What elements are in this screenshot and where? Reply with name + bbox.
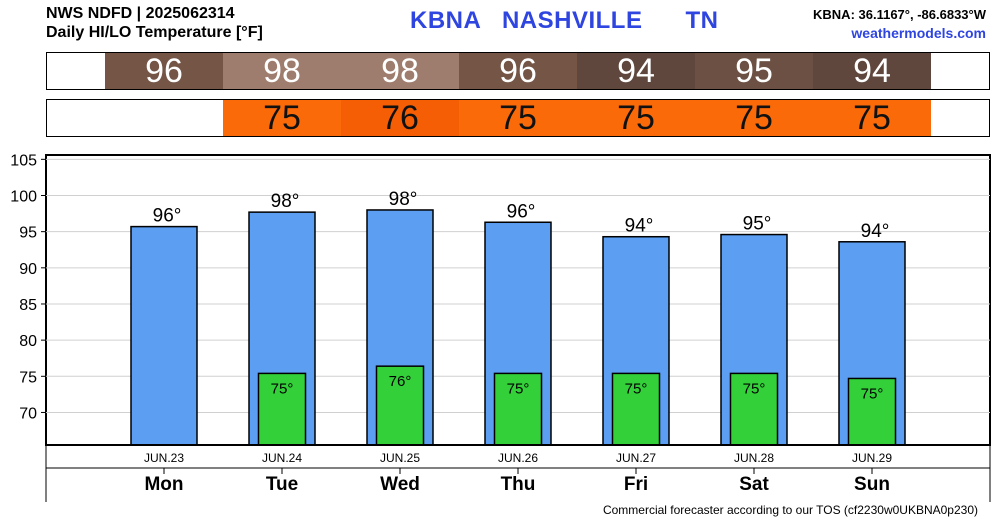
- hi-cell-thu: 96: [459, 52, 577, 90]
- x-date-label: JUN.23: [144, 451, 184, 465]
- y-tick-label: 80: [19, 333, 37, 350]
- low-temp-bar: [493, 372, 543, 446]
- lo-cell-sat: 75: [695, 99, 813, 137]
- x-weekday-label: Sat: [739, 474, 769, 495]
- low-temp-label: 75°: [625, 380, 648, 397]
- product-subtitle: Daily HI/LO Temperature [°F]: [46, 24, 263, 41]
- high-temp-bar: [130, 225, 198, 446]
- x-weekday-label: Fri: [624, 474, 648, 495]
- x-date-label: JUN.28: [734, 451, 774, 465]
- hi-cell-mon: 96: [105, 52, 223, 90]
- high-temp-strip: 96 98 98 96 94 95 94: [46, 52, 990, 90]
- product-title: NWS NDFD | 2025062314: [46, 5, 235, 22]
- x-date-label: JUN.25: [380, 451, 420, 465]
- y-tick-label: 95: [19, 225, 37, 242]
- x-weekday-label: Mon: [144, 474, 183, 495]
- x-weekday-label: Tue: [266, 474, 298, 495]
- site-link[interactable]: weathermodels.com: [851, 25, 986, 41]
- high-temp-label: 94°: [861, 221, 890, 242]
- chart-header-left: NWS NDFD | 2025062314 Daily HI/LO Temper…: [46, 4, 263, 42]
- low-temp-strip: 75 76 75 75 75 75: [46, 99, 990, 137]
- lo-cell-wed: 76: [341, 99, 459, 137]
- x-date-label: JUN.26: [498, 451, 538, 465]
- y-tick-label: 85: [19, 297, 37, 314]
- x-weekday-label: Wed: [380, 474, 420, 495]
- y-tick-label: 100: [10, 188, 37, 205]
- hi-cell-sun: 94: [813, 52, 931, 90]
- high-temp-label: 95°: [743, 214, 772, 235]
- high-temp-label: 98°: [271, 191, 300, 212]
- lo-cell-thu: 75: [459, 99, 577, 137]
- y-tick-label: 90: [19, 261, 37, 278]
- low-temp-label: 75°: [271, 380, 294, 397]
- chart-header-right: KBNA: 36.1167°, -86.6833°W weathermodels…: [813, 5, 986, 43]
- y-tick-label: 70: [19, 405, 37, 422]
- y-tick-label: 75: [19, 369, 37, 386]
- temperature-bar-chart: 70 75 80 85 90 95 100 105 96° 98° 98° 96° 94° 95° 94° 7…: [10, 152, 991, 502]
- lo-cell-fri: 75: [577, 99, 695, 137]
- low-temp-bar: [729, 372, 779, 446]
- x-date-label: JUN.24: [262, 451, 302, 465]
- station-coords: KBNA: 36.1167°, -86.6833°W: [813, 7, 986, 22]
- low-temp-label: 76°: [389, 373, 412, 390]
- hi-cell-fri: 94: [577, 52, 695, 90]
- high-temp-label: 98°: [389, 189, 418, 210]
- hi-cell-sat: 95: [695, 52, 813, 90]
- x-date-label: JUN.27: [616, 451, 656, 465]
- lo-cell-sun: 75: [813, 99, 931, 137]
- hi-cell-wed: 98: [341, 52, 459, 90]
- x-date-label: JUN.29: [852, 451, 892, 465]
- lo-cell-tue: 75: [223, 99, 341, 137]
- x-weekday-label: Thu: [501, 474, 536, 495]
- low-temp-bar: [847, 377, 897, 446]
- station-title: KBNA NASHVILLE TN: [410, 7, 719, 34]
- high-temp-label: 94°: [625, 216, 654, 237]
- low-temp-bar: [611, 372, 661, 446]
- high-temp-label: 96°: [153, 206, 182, 227]
- y-tick-label: 105: [10, 152, 37, 169]
- low-temp-label: 75°: [743, 380, 766, 397]
- low-temp-label: 75°: [507, 380, 530, 397]
- x-weekday-label: Sun: [854, 474, 890, 495]
- low-temp-bar: [375, 365, 425, 446]
- tos-footer: Commercial forecaster according to our T…: [602, 503, 978, 517]
- high-temp-label: 96°: [507, 201, 536, 222]
- hi-cell-tue: 98: [223, 52, 341, 90]
- low-temp-label: 75°: [861, 385, 884, 402]
